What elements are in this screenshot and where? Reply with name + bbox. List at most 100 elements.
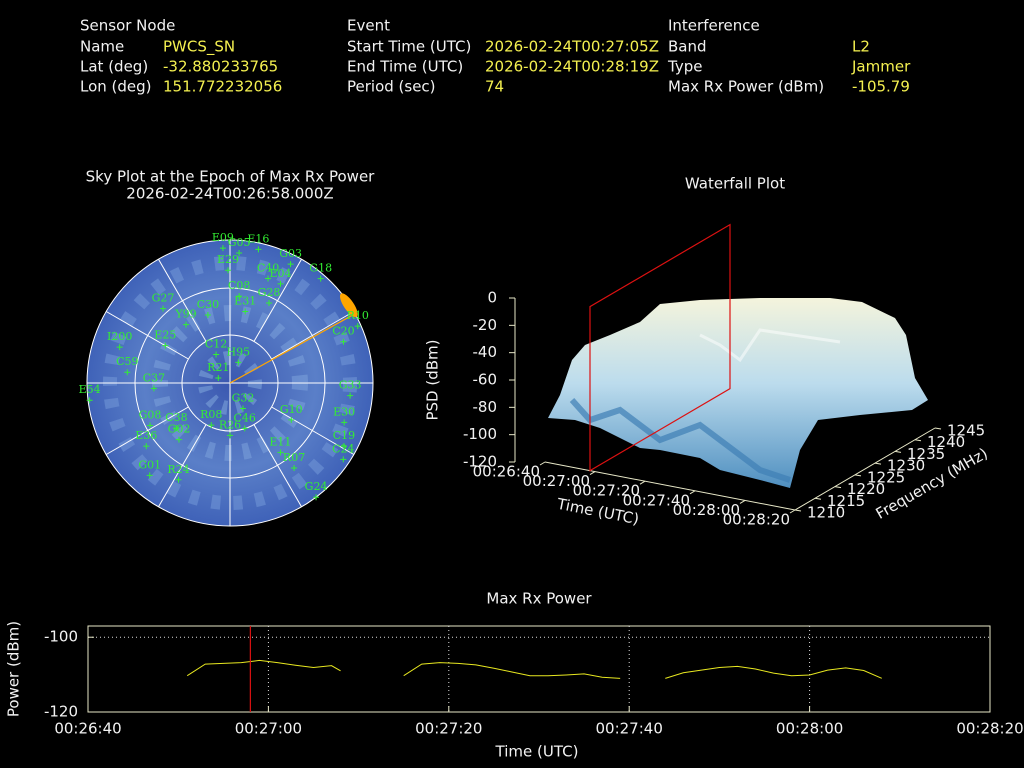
y-tick <box>914 439 922 442</box>
satellite-label: E54 <box>79 383 101 396</box>
info-value: L2 <box>852 38 870 56</box>
chart-title: Sky Plot at the Epoch of Max Rx Power <box>86 168 376 186</box>
y-tick <box>814 497 822 500</box>
y-tick-label: -100 <box>44 628 78 646</box>
satellite-label: C38 <box>165 411 187 424</box>
x-tick <box>689 490 696 495</box>
z-axis-label: PSD (dBm) <box>424 339 442 420</box>
section-title: Interference <box>668 17 760 35</box>
satellite-marker <box>347 392 354 399</box>
power-line <box>186 659 882 679</box>
satellite-marker <box>147 422 154 429</box>
y-tick-label: 1225 <box>867 468 905 486</box>
satellite-label: G02 <box>168 423 191 436</box>
satellite-label: C40 <box>257 261 279 274</box>
y-tick-label: 1210 <box>807 504 845 522</box>
satellite-label: G18 <box>309 262 332 275</box>
info-label: End Time (UTC) <box>347 58 463 76</box>
satellite-label: E11 <box>269 435 291 448</box>
satellite-marker <box>255 246 262 253</box>
satellite-marker <box>291 465 298 472</box>
y-tick-label: 1235 <box>907 445 945 463</box>
satellite-label: E36 <box>135 429 157 442</box>
x-tick-label: 00:27:00 <box>235 720 302 738</box>
waterfall-surface <box>548 298 928 488</box>
satellite-label: C20 <box>332 325 354 338</box>
satellite-label: E25 <box>154 329 176 342</box>
satellite-marker <box>340 443 347 450</box>
x-axis-label: Time (UTC) <box>495 743 579 761</box>
z-tick-label: -20 <box>473 316 498 334</box>
x-tick-label: 00:27:20 <box>415 720 482 738</box>
satellite-marker <box>86 397 93 404</box>
satellite-marker <box>124 369 131 376</box>
x-tick-label: 00:28:00 <box>673 501 740 519</box>
x-tick-label: 00:26:40 <box>473 463 540 481</box>
info-value: 2026-02-24T00:28:19Z <box>485 58 659 76</box>
x-tick-label: 00:26:40 <box>54 720 121 738</box>
x-tick-label: 00:27:20 <box>573 482 640 500</box>
satellite-label: C08 <box>228 279 250 292</box>
satellite-label: H95 <box>227 345 251 358</box>
section-title: Sensor Node <box>80 17 175 35</box>
satellite-marker <box>173 424 180 431</box>
satellite-label: G10 <box>280 403 303 416</box>
satellite-label: E16 <box>247 232 269 245</box>
info-label: Name <box>80 38 124 56</box>
info-label: Max Rx Power (dBm) <box>668 78 824 96</box>
satellite-label: G24 <box>305 480 328 493</box>
x-tick <box>539 461 546 466</box>
y-tick-label: 1230 <box>887 457 925 475</box>
info-value: 151.772232056 <box>163 78 282 96</box>
satellite-marker <box>317 275 324 282</box>
y-tick <box>874 462 882 465</box>
plot-frame <box>87 625 991 713</box>
x-tick <box>739 499 746 504</box>
y-tick <box>794 509 802 512</box>
x-tick-label: 00:28:00 <box>776 720 843 738</box>
satellite-label: G33 <box>339 379 362 392</box>
satellite-marker <box>183 321 190 328</box>
y-tick <box>894 450 902 453</box>
satellite-marker <box>340 456 347 463</box>
satellite-label: R08 <box>200 408 222 421</box>
satellite-marker <box>241 425 248 432</box>
y-tick-label: 1215 <box>827 492 865 510</box>
satellite-marker <box>219 245 226 252</box>
info-label: Type <box>667 58 702 76</box>
content: Sensor Node Name PWCS_SN Lat (deg) -32.88023… <box>5 17 1024 761</box>
x-tick-label: 00:27:00 <box>523 472 590 490</box>
y-tick-label: -120 <box>44 703 78 721</box>
satellite-marker <box>225 267 232 274</box>
satellite-label: E04 <box>269 267 291 280</box>
satellite-label: E31 <box>234 295 256 308</box>
x-tick-label: 00:28:20 <box>723 511 790 529</box>
y-tick <box>934 427 942 430</box>
satellite-marker <box>175 436 182 443</box>
satellite-marker <box>162 342 169 349</box>
satellite-label: C19 <box>333 429 355 442</box>
z-tick-label: -80 <box>473 398 498 416</box>
satellite-label: C12 <box>205 337 227 350</box>
info-value: 74 <box>485 78 504 96</box>
satellite-label: G08 <box>139 409 162 422</box>
z-tick-label: 0 <box>487 289 497 307</box>
y-axis-label: Power (dBm) <box>5 621 23 717</box>
satellite-label: E30 <box>333 405 355 418</box>
satellite-marker <box>239 405 246 412</box>
z-tick-label: -100 <box>463 425 497 443</box>
satellite-marker <box>277 449 284 456</box>
jammer-cluster <box>339 293 358 318</box>
satellite-marker <box>208 422 215 429</box>
satellite-label: G01 <box>138 458 161 471</box>
info-label: Period (sec) <box>347 78 436 96</box>
satellite-label: R07 <box>283 451 305 464</box>
chart-subtitle: 2026-02-24T00:26:58.000Z <box>126 185 333 203</box>
satellite-marker <box>265 275 272 282</box>
satellite-label: G28 <box>258 286 281 299</box>
satellite-marker <box>313 494 320 501</box>
satellite-label: R26 <box>219 418 241 431</box>
y-tick <box>854 474 862 477</box>
chart-title: Max Rx Power <box>486 590 592 608</box>
satellite-label: E29 <box>217 253 239 266</box>
